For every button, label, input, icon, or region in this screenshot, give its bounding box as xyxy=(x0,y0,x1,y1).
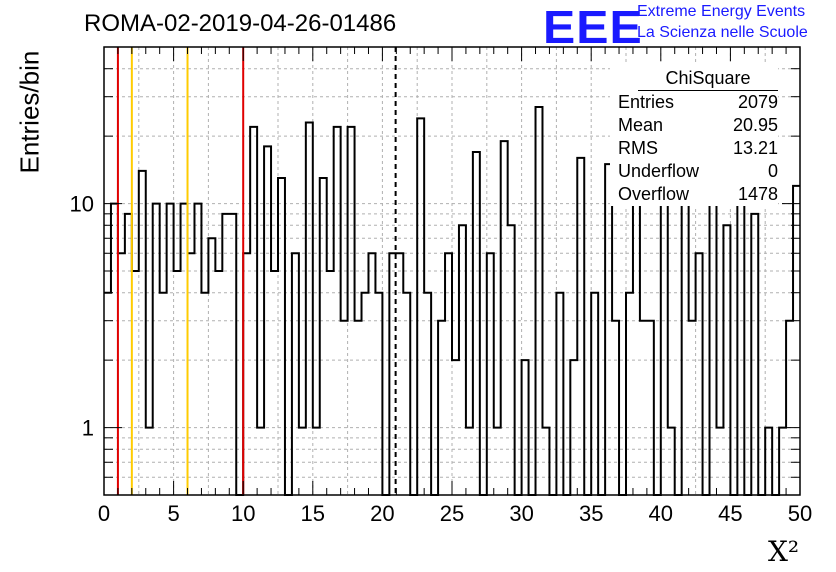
histogram-bin xyxy=(640,321,647,495)
histogram-bin xyxy=(125,214,132,495)
histogram-bin xyxy=(417,118,424,495)
histogram-bin xyxy=(229,214,236,495)
histogram-bin xyxy=(104,293,111,495)
stat-row-entries: Entries 2079 xyxy=(618,92,778,114)
stat-label: Underflow xyxy=(618,161,700,181)
histogram-bin xyxy=(487,253,494,495)
histogram-bin xyxy=(215,271,222,495)
stat-value: 20.95 xyxy=(732,115,778,135)
histogram-bin xyxy=(786,321,793,495)
x-tick-label: 35 xyxy=(579,501,603,526)
histogram-bin xyxy=(626,293,633,495)
histogram-bin xyxy=(368,253,375,495)
logo-subtitle-2: La Scienza nelle Scuole xyxy=(637,24,808,41)
x-tick-label: 0 xyxy=(98,501,110,526)
histogram-bin xyxy=(201,293,208,495)
x-tick-label: 45 xyxy=(718,501,742,526)
histogram-bin xyxy=(160,293,167,495)
stat-label: Mean xyxy=(618,115,664,135)
stats-title: ChiSquare xyxy=(665,68,751,88)
histogram-bin xyxy=(348,127,355,495)
eee-logo: EEE xyxy=(543,1,643,53)
stat-value: 0 xyxy=(767,161,778,181)
histogram-bin xyxy=(612,321,619,495)
histogram-bin xyxy=(243,253,250,495)
histogram-bin xyxy=(403,293,410,495)
stat-row-overflow: Overflow 1478 xyxy=(618,184,778,206)
histogram-bin xyxy=(250,127,257,495)
histogram-bin xyxy=(292,253,299,495)
histogram-bin xyxy=(194,204,201,495)
stat-value: 1478 xyxy=(737,184,778,204)
histogram-bin xyxy=(132,271,139,495)
y-tick-label: 10 xyxy=(70,192,94,217)
histogram-bin xyxy=(334,127,341,495)
histogram-bin xyxy=(375,293,382,495)
x-tick-label: 30 xyxy=(509,501,533,526)
histogram-bin xyxy=(751,214,758,495)
x-tick-label: 50 xyxy=(788,501,812,526)
histogram-bin xyxy=(793,186,800,495)
histogram-bin xyxy=(118,253,125,495)
stat-value: 2079 xyxy=(737,92,778,112)
x-tick-label: 40 xyxy=(649,501,673,526)
stat-value: 13.21 xyxy=(732,138,778,158)
histogram-bin xyxy=(424,293,431,495)
histogram-bin xyxy=(271,271,278,495)
histogram-bin xyxy=(689,321,696,495)
chart-title: ROMA-02-2019-04-26-01486 xyxy=(84,10,397,37)
histogram-bin xyxy=(661,186,668,495)
x-tick-label: 20 xyxy=(370,501,394,526)
stat-row-mean: Mean 20.95 xyxy=(618,115,778,137)
y-tick-label: 1 xyxy=(82,416,94,441)
histogram-bin xyxy=(153,204,160,495)
histogram-bin xyxy=(536,107,543,495)
x-axis-label: X² xyxy=(768,535,800,568)
stats-divider xyxy=(638,90,778,91)
x-tick-label: 10 xyxy=(231,501,255,526)
histogram-bin xyxy=(341,321,348,495)
histogram-bin xyxy=(696,253,703,495)
histogram-bin xyxy=(306,123,313,495)
histogram-bin xyxy=(111,204,118,495)
histogram-bin xyxy=(577,158,584,495)
stat-label: Entries xyxy=(618,92,675,112)
histogram-bin xyxy=(556,293,563,495)
histogram-bin xyxy=(445,253,452,495)
y-axis-label: Entries/bin xyxy=(14,50,45,174)
histogram-bin xyxy=(139,171,146,495)
x-tick-label: 15 xyxy=(301,501,325,526)
histogram-bin xyxy=(501,141,508,495)
stat-label: RMS xyxy=(618,138,658,158)
histogram-bin xyxy=(682,194,689,495)
stat-row-underflow: Underflow 0 xyxy=(618,161,778,183)
histogram-bin xyxy=(362,293,369,495)
x-tick-label: 5 xyxy=(167,501,179,526)
histogram-bin xyxy=(591,293,598,495)
x-tick-label: 25 xyxy=(440,501,464,526)
histogram-bin xyxy=(396,253,403,495)
stat-row-rms: RMS 13.21 xyxy=(618,138,778,160)
histogram-bin xyxy=(188,253,195,495)
stat-label: Overflow xyxy=(618,184,690,204)
histogram-bin xyxy=(355,321,362,495)
histogram-bin xyxy=(167,204,174,495)
logo-subtitle-1: Extreme Energy Events xyxy=(637,3,806,20)
stats-box: ChiSquare Entries 2079 Mean 20.95 RMS 13… xyxy=(610,64,778,206)
histogram-bin xyxy=(208,238,215,495)
histogram-bin xyxy=(327,271,334,495)
histogram-bin xyxy=(174,271,181,495)
histogram-bin xyxy=(181,204,188,495)
histogram-bin xyxy=(438,321,445,495)
histogram-bin xyxy=(647,321,654,495)
histogram-bin xyxy=(222,214,229,495)
